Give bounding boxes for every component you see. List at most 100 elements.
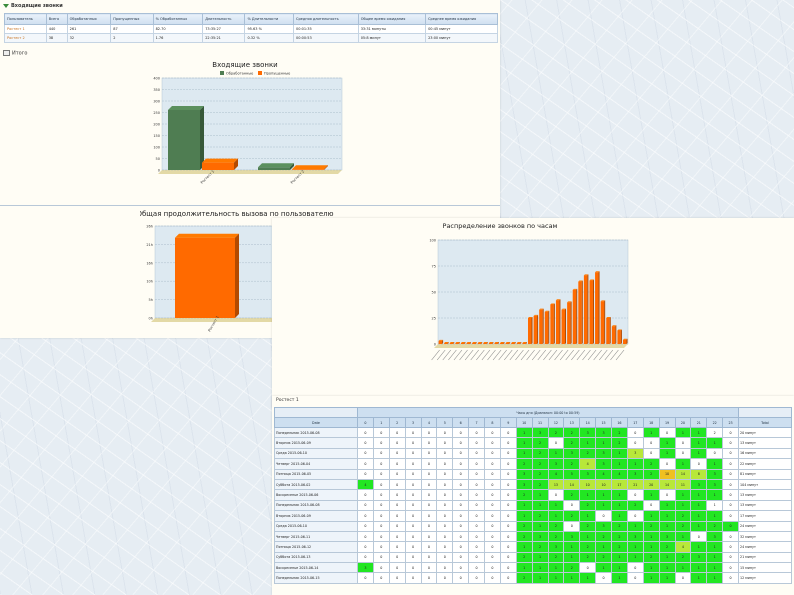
heatmap-cell: 4 [357, 478, 374, 491]
heatmap-cell: 0 [722, 562, 739, 574]
heatmap-cell: 1 [690, 437, 708, 449]
incoming-title-row: Входящие звонки [3, 3, 63, 9]
x-tick-mark [453, 349, 463, 361]
bar-hour [572, 288, 578, 344]
heatmap-cell: 0 [436, 562, 454, 574]
bar-hour [544, 310, 550, 344]
heatmap-cell: 0 [642, 447, 660, 460]
heatmap-cell: 2 [563, 458, 581, 470]
bar-hour [561, 308, 567, 344]
heatmap-cell: 3 [563, 530, 581, 543]
x-tick-mark [442, 349, 452, 361]
heatmap-cell: 4 [595, 468, 612, 480]
heatmap-cell: 2 [515, 489, 533, 501]
heatmap-row: Четверг 2015-06-04 0 0 0 0 0 0 0 0 0 0 2 2 3 2 4 3 1 1 2 0 1 0… [274, 458, 792, 470]
heatmap-total-header: Total [738, 417, 792, 428]
table-header-cell[interactable]: Среднее время ожидания [425, 13, 498, 25]
heatmap-cell: 3 [706, 468, 724, 480]
heatmap-date-cell: Суббота 2015-06-13 [274, 551, 358, 564]
heatmap-cell: 3 [579, 468, 597, 480]
heatmap-cell: 0 [468, 489, 485, 501]
heatmap-cell: 0 [722, 551, 739, 564]
table-header-cell[interactable]: Обработанных [66, 13, 112, 25]
print-icon[interactable] [3, 50, 10, 56]
heatmap-cell: 3 [690, 478, 708, 491]
table-cell: 87 [110, 24, 154, 34]
heatmap-cell: 2 [563, 426, 581, 439]
heatmap-cell: 3 [357, 562, 374, 574]
bar-hour [494, 341, 499, 344]
heatmap-cell: 17 [611, 478, 628, 491]
heatmap-row: Четверг 2015-06-11 0 0 0 0 0 0 0 0 0 0 2 3 2 3 1 2 2 3 1 3 1 0… [274, 530, 792, 543]
heatmap-cell: 0 [484, 468, 501, 480]
heatmap-cell: 1 [706, 572, 724, 584]
heatmap-cell: 1 [690, 520, 708, 532]
heatmap-cell: 0 [722, 541, 739, 553]
y-tick-label: 5h [149, 298, 153, 302]
table-header-cell[interactable]: Общее время ожидания [357, 13, 427, 25]
heatmap-cell: 0 [626, 437, 644, 449]
heatmap-cell: 1 [611, 499, 628, 512]
heatmap-cell: 0 [468, 541, 485, 553]
heatmap-cell: 0 [388, 530, 406, 543]
heatmap-cell: 0 [357, 458, 374, 470]
incoming-chart: Входящие звонки Обработанные Пропущенные 40… [153, 61, 343, 185]
heatmap-cell: 1 [642, 510, 660, 522]
heatmap-hour-header: 7 [468, 417, 485, 428]
table-header-cell[interactable]: Пропущенных [110, 13, 154, 25]
heatmap-cell: 1 [547, 499, 565, 512]
table-cell: 05:8 минут [357, 33, 427, 43]
table-cell: 23:00 минут [425, 33, 498, 43]
heatmap-cell: 1 [563, 551, 581, 564]
table-header-cell[interactable]: Пользователь [4, 13, 47, 25]
heatmap-cell: 2 [515, 458, 533, 470]
heatmap-cell: 2 [531, 468, 549, 480]
heatmap-cell: 0 [626, 562, 644, 574]
y-tick-label: 10h [146, 280, 153, 284]
heatmap-cell: 0 [484, 458, 501, 470]
user-link[interactable]: Ростест 1 [4, 24, 47, 34]
heatmap-cell: 1 [706, 562, 724, 574]
heatmap-cell: 0 [436, 572, 454, 584]
divider [0, 205, 500, 206]
collapse-arrow-icon[interactable] [3, 3, 9, 8]
heatmap-cell: 0 [420, 489, 438, 501]
heatmap-row: Среда 2015-06-10 0 0 0 0 0 0 0 0 0 0 1 2 1 3 2 3 1 3 0 1 0 1 0 0… [274, 447, 792, 460]
heatmap-cell: 0 [388, 468, 406, 480]
heatmap-cell: 1 [531, 562, 549, 574]
heatmap-total-cell: 13 минут [738, 437, 792, 449]
heatmap-total-cell: 24 минут [738, 520, 792, 532]
table-header-cell[interactable]: % Длительности [244, 13, 295, 25]
bar-duration [175, 233, 239, 318]
heatmap-cell: 0 [388, 551, 406, 564]
bar-hour [488, 341, 494, 344]
heatmap-cell: 1 [690, 562, 708, 574]
x-tick-mark [520, 349, 530, 361]
heatmap-hour-header: 4 [420, 417, 438, 428]
heatmap-cell: 2 [547, 426, 565, 439]
table-header-cell[interactable]: Длительность [202, 13, 246, 25]
x-tick-mark [548, 349, 558, 361]
table-header-cell[interactable]: Всего [45, 13, 68, 25]
bar-hour [500, 341, 505, 344]
heatmap-total-cell: 13 минут [738, 489, 792, 501]
user-link[interactable]: Ростест 2 [4, 33, 47, 43]
x-tick-mark [582, 349, 591, 361]
heatmap-cell: 1 [579, 437, 597, 449]
table-header-cell[interactable]: % Обработанных [152, 13, 204, 25]
heatmap-cell: 0 [452, 437, 470, 449]
x-tick-mark [537, 349, 547, 361]
heatmap-cell: 1 [690, 489, 708, 501]
y-tick-label: 0h [149, 317, 153, 321]
heatmap-cell: 0 [388, 437, 406, 449]
heatmap-date-cell: Пятница 2015-06-12 [274, 541, 358, 553]
heatmap-cell: 0 [452, 499, 470, 512]
heatmap-cell: 0 [452, 572, 470, 584]
heatmap-hour-header: 21 [690, 417, 708, 428]
heatmap-row: Вторник 2015-06-09 0 0 0 0 0 0 0 0 0 0 1 2 1 2 1 0 1 0 1 1 2 1… [274, 510, 792, 522]
table-header-cell[interactable]: Средняя длительность [293, 13, 359, 25]
heatmap-cell: 0 [404, 468, 422, 480]
heatmap-cell: 3 [579, 426, 597, 439]
table-cell: 32 [66, 33, 112, 43]
heatmap-cell: 0 [404, 562, 422, 574]
